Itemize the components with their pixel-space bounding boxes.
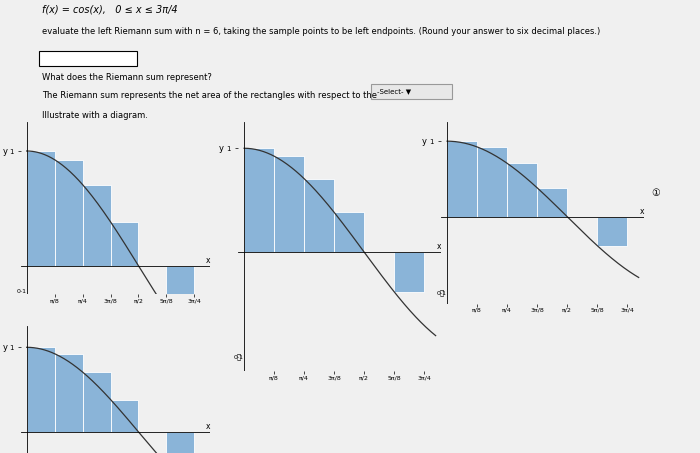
Bar xyxy=(477,147,507,217)
Bar xyxy=(83,185,111,266)
Bar xyxy=(167,266,195,310)
FancyBboxPatch shape xyxy=(38,51,136,66)
Bar xyxy=(597,217,627,246)
FancyBboxPatch shape xyxy=(371,84,452,99)
Bar xyxy=(304,178,334,252)
Text: ⓪: ⓪ xyxy=(440,290,444,296)
Bar xyxy=(55,354,83,432)
Bar xyxy=(537,188,567,217)
Bar xyxy=(447,141,477,217)
Bar xyxy=(394,252,424,292)
Text: What does the Riemann sum represent?: What does the Riemann sum represent? xyxy=(42,73,212,82)
Text: The Riemann sum represents the net area of the rectangles with respect to the: The Riemann sum represents the net area … xyxy=(42,91,377,100)
Text: Illustrate with a diagram.: Illustrate with a diagram. xyxy=(42,111,148,120)
Text: ⓪: ⓪ xyxy=(237,354,241,361)
Bar xyxy=(83,372,111,432)
Text: y: y xyxy=(219,144,224,153)
Bar xyxy=(27,347,55,432)
Text: x: x xyxy=(206,255,210,265)
Text: 0-1: 0-1 xyxy=(234,355,244,360)
Text: evaluate the left Riemann sum with n = 6, taking the sample points to be left en: evaluate the left Riemann sum with n = 6… xyxy=(42,27,601,36)
Bar xyxy=(244,148,274,252)
Text: x: x xyxy=(206,422,210,431)
Text: x: x xyxy=(437,242,441,251)
Text: y: y xyxy=(422,137,427,146)
Bar xyxy=(507,163,537,217)
Bar xyxy=(111,222,139,266)
Text: -Select- ▼: -Select- ▼ xyxy=(377,88,411,94)
Text: ①: ① xyxy=(651,188,659,198)
Bar xyxy=(274,156,304,252)
Text: 0-1: 0-1 xyxy=(437,290,447,296)
Bar xyxy=(334,212,364,252)
Bar xyxy=(111,400,139,432)
Text: y: y xyxy=(3,146,8,155)
Bar xyxy=(27,151,55,266)
Text: f(x) = cos(x),   0 ≤ x ≤ 3π/4: f(x) = cos(x), 0 ≤ x ≤ 3π/4 xyxy=(42,4,178,14)
Text: 0-1: 0-1 xyxy=(16,289,27,294)
Bar xyxy=(55,160,83,266)
Text: x: x xyxy=(640,207,644,216)
Bar xyxy=(167,432,195,453)
Text: y: y xyxy=(3,343,8,352)
